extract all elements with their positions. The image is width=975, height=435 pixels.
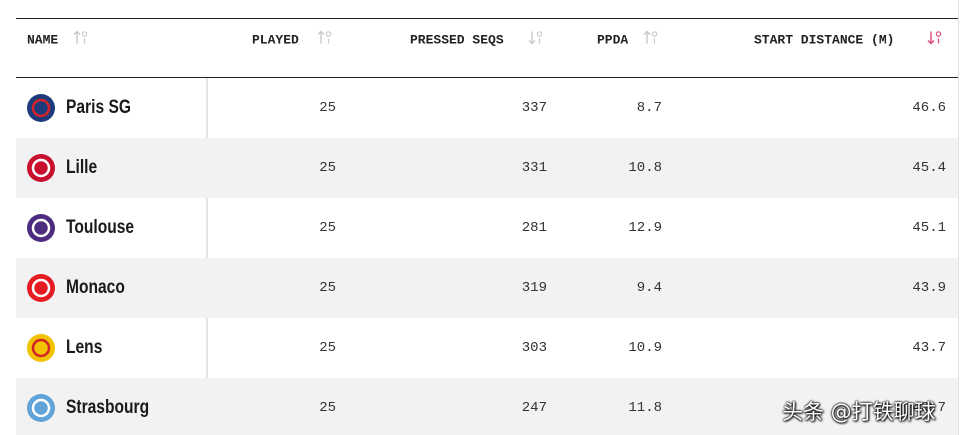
team-name: Toulouse — [66, 217, 135, 238]
logo-glyph — [27, 334, 55, 362]
cell-value: 11.8 — [628, 400, 662, 416]
table-row — [16, 198, 958, 258]
sort-icon[interactable] — [927, 30, 943, 51]
team-name: Monaco — [66, 277, 125, 298]
cell-value: 331 — [521, 160, 547, 176]
sort-icon[interactable] — [528, 30, 544, 51]
divider — [958, 0, 959, 435]
logo-glyph — [27, 214, 55, 242]
logo-glyph — [27, 274, 55, 302]
cell-value: 43.7 — [912, 400, 946, 416]
cell-value: 45.1 — [912, 220, 946, 236]
team-logo — [26, 213, 56, 243]
sort-glyph — [317, 30, 332, 44]
team-name: Lille — [66, 157, 98, 178]
team-logo — [26, 393, 56, 423]
cell-value: 46.6 — [912, 100, 946, 116]
cell-value: 247 — [521, 400, 547, 416]
header-row — [16, 18, 958, 78]
sort-glyph — [927, 31, 942, 45]
cell-value: 10.8 — [628, 160, 662, 176]
team-name: Lens — [66, 337, 103, 358]
table-row — [16, 318, 958, 378]
team-name: Paris SG — [66, 97, 131, 118]
team-logo — [26, 273, 56, 303]
sort-icon[interactable] — [643, 30, 659, 51]
column-header[interactable]: PLAYED — [252, 32, 299, 48]
cell-value: 10.9 — [628, 340, 662, 356]
table-row — [16, 258, 958, 318]
cell-value: 43.7 — [912, 340, 946, 356]
cell-value: 25 — [319, 400, 336, 416]
team-name: Strasbourg — [66, 397, 150, 418]
team-logo — [26, 153, 56, 183]
team-logo — [26, 333, 56, 363]
column-header[interactable]: NAME — [27, 32, 59, 48]
cell-value: 25 — [319, 280, 336, 296]
cell-value: 45.4 — [912, 160, 946, 176]
column-header[interactable]: PRESSED SEQS — [410, 32, 504, 48]
watermark: 头条 @打铁聊球 — [782, 400, 936, 424]
cell-value: 319 — [521, 280, 547, 296]
logo-glyph — [27, 154, 55, 182]
team-logo — [26, 93, 56, 123]
cell-value: 25 — [319, 340, 336, 356]
sort-icon[interactable] — [317, 30, 333, 51]
cell-value: 9.4 — [636, 280, 662, 296]
column-header[interactable]: START DISTANCE (M) — [754, 32, 895, 48]
cell-value: 8.7 — [636, 100, 662, 116]
cell-value: 43.9 — [912, 280, 946, 296]
sort-glyph — [73, 30, 88, 44]
cell-value: 303 — [521, 340, 547, 356]
logo-glyph — [27, 394, 55, 422]
table-row — [16, 78, 958, 138]
table-row — [16, 138, 958, 198]
divider — [206, 78, 208, 435]
logo-glyph — [27, 94, 55, 122]
cell-value: 25 — [319, 160, 336, 176]
sort-glyph — [643, 30, 658, 44]
table-row — [16, 378, 958, 435]
cell-value: 12.9 — [628, 220, 662, 236]
column-header[interactable]: PPDA — [597, 32, 629, 48]
cell-value: 337 — [521, 100, 547, 116]
cell-value: 281 — [521, 220, 547, 236]
sort-icon[interactable] — [73, 30, 89, 51]
cell-value: 25 — [319, 100, 336, 116]
cell-value: 25 — [319, 220, 336, 236]
sort-glyph — [528, 31, 543, 45]
